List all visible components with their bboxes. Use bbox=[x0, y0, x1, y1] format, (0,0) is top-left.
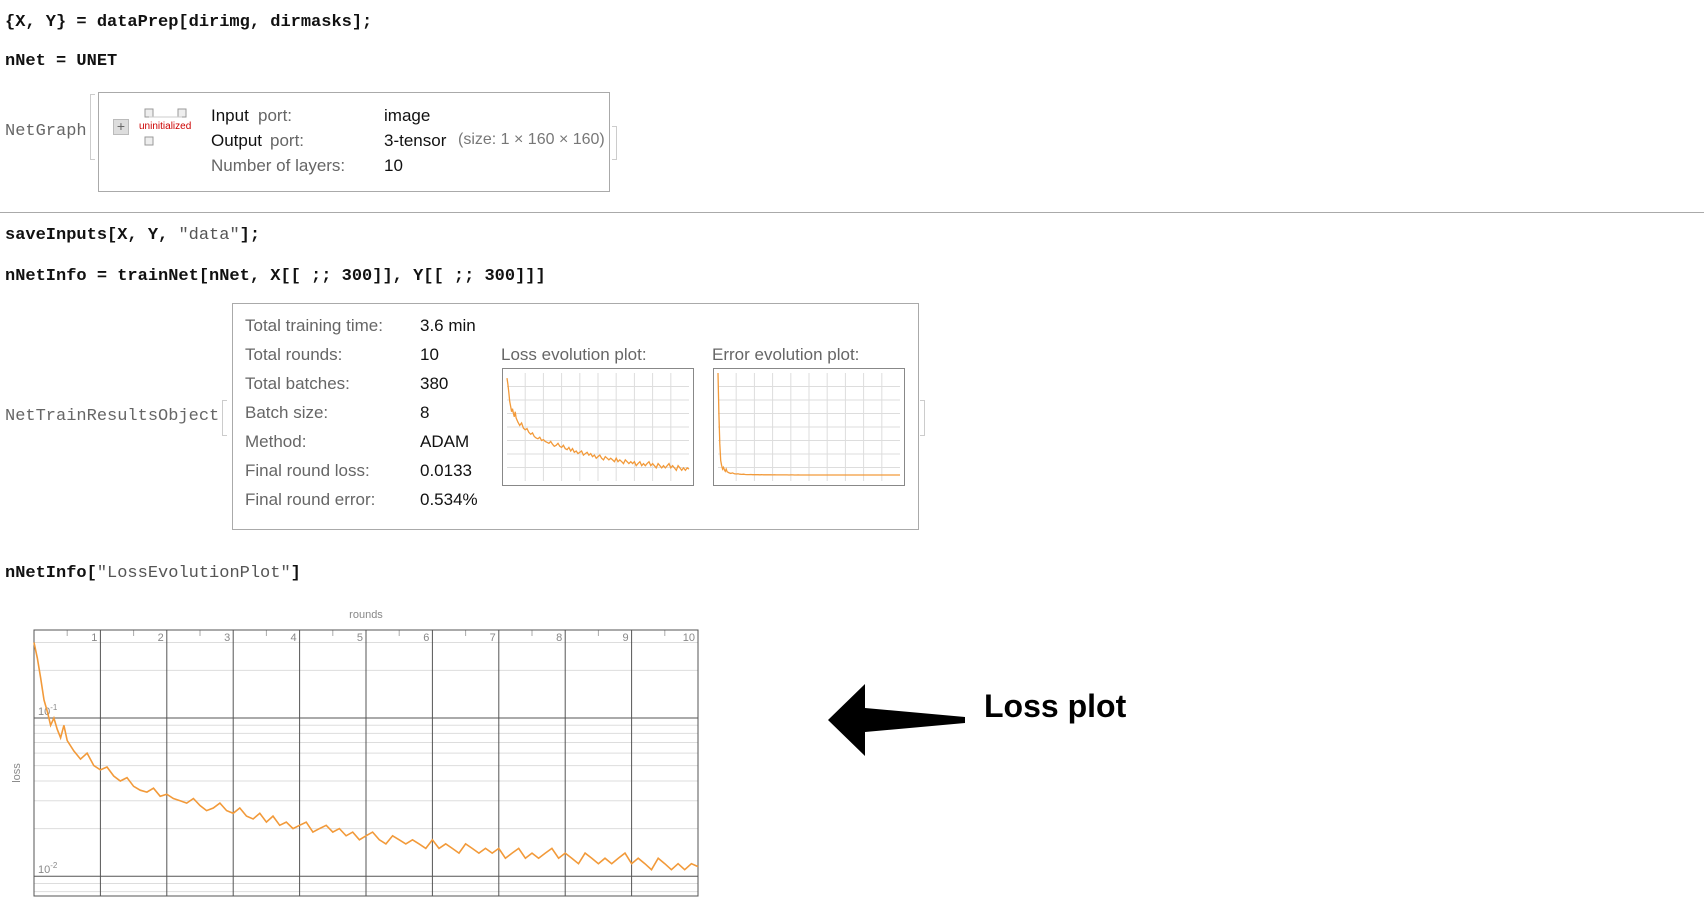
result-key: Total rounds: bbox=[245, 345, 343, 364]
input-cell-trainnet[interactable]: nNetInfo = trainNet[nNet, X[[ ;; 300]], … bbox=[5, 267, 546, 286]
result-value: ADAM bbox=[420, 432, 470, 451]
expand-icon[interactable]: + bbox=[113, 119, 129, 135]
open-bracket bbox=[90, 94, 95, 160]
cell-divider bbox=[0, 212, 1704, 213]
result-key: Final round loss: bbox=[245, 461, 370, 480]
x-tick-label: 1 bbox=[91, 632, 97, 644]
layers-value: 10 bbox=[384, 156, 403, 175]
output-port-key-suffix: port: bbox=[270, 131, 305, 150]
code-string: "LossEvolutionPlot" bbox=[96, 564, 291, 583]
result-key: Method: bbox=[245, 432, 307, 451]
result-key: Batch size: bbox=[245, 403, 329, 422]
result-value: 380 bbox=[420, 374, 449, 393]
error-plot-title: Error evolution plot: bbox=[712, 345, 860, 364]
output-port-key: Output bbox=[211, 131, 263, 150]
loss-series-line bbox=[33, 642, 699, 871]
x-tick-label: 6 bbox=[423, 632, 429, 644]
input-cell-lossplot[interactable]: nNetInfo["LossEvolutionPlot"] bbox=[5, 564, 301, 583]
close-bracket bbox=[920, 400, 925, 436]
result-value: 8 bbox=[420, 403, 430, 422]
close-bracket bbox=[612, 126, 617, 160]
result-value: 3.6 min bbox=[420, 316, 476, 335]
x-tick-label: 2 bbox=[158, 632, 164, 644]
x-tick-label: 5 bbox=[357, 632, 363, 644]
plot-frame bbox=[33, 629, 699, 897]
code-text: ] bbox=[290, 564, 301, 583]
layers-key: Number of layers: bbox=[211, 156, 346, 175]
uninitialized-badge: uninitialized bbox=[139, 121, 192, 132]
input-cell-dataprep[interactable]: {X, Y} = dataPrep[dirimg, dirmasks]; bbox=[5, 13, 373, 32]
code-text: saveInputs[X, Y, bbox=[5, 226, 179, 245]
x-tick-label: 4 bbox=[290, 632, 296, 644]
x-tick-label: 9 bbox=[622, 632, 628, 644]
input-port-key: Input bbox=[211, 106, 249, 125]
series-line bbox=[506, 378, 690, 472]
results-panel: Total training time: 3.6 min Total rounds:… bbox=[232, 303, 919, 530]
output-port-size-note: (size: 1 × 160 × 160) bbox=[458, 131, 605, 148]
open-bracket bbox=[222, 400, 227, 436]
input-port-value: image bbox=[384, 106, 431, 125]
input-cell-nnet[interactable]: nNet = UNET bbox=[5, 52, 118, 71]
results-label: NetTrainResultsObject bbox=[5, 407, 220, 426]
result-key: Total batches: bbox=[245, 374, 350, 393]
result-value: 0.534% bbox=[420, 490, 478, 509]
code-string: "data" bbox=[178, 226, 240, 245]
netgraph-panel: + uninitialized Input port: image Output… bbox=[98, 92, 610, 192]
input-cell-saveinputs[interactable]: saveInputs[X, Y, "data"]; bbox=[5, 226, 260, 245]
top-axis-label: rounds bbox=[349, 609, 383, 621]
netgraph-label: NetGraph bbox=[5, 122, 87, 141]
x-tick-label: 10 bbox=[683, 632, 695, 644]
x-tick-label: 7 bbox=[490, 632, 496, 644]
result-key: Final round error: bbox=[245, 490, 376, 509]
series-line bbox=[717, 372, 900, 476]
loss-thumbnail-plot[interactable] bbox=[502, 368, 694, 486]
x-tick-label: 3 bbox=[224, 632, 230, 644]
result-value: 10 bbox=[420, 345, 439, 364]
y-axis-label: loss bbox=[11, 763, 23, 783]
x-tick-label: 8 bbox=[556, 632, 562, 644]
result-value: 0.0133 bbox=[420, 461, 472, 480]
output-port-value: 3-tensor bbox=[384, 131, 447, 150]
result-key: Total training time: bbox=[245, 316, 383, 335]
y-tick-label: 10-2 bbox=[38, 861, 58, 876]
netgraph-preview-icon bbox=[144, 108, 187, 146]
arrow-left-icon bbox=[828, 684, 965, 756]
code-text: nNetInfo[ bbox=[5, 564, 97, 583]
error-thumbnail-plot[interactable] bbox=[713, 368, 905, 486]
input-port-key-suffix: port: bbox=[258, 106, 293, 125]
code-text: ]; bbox=[239, 226, 261, 245]
loss-plot-title: Loss evolution plot: bbox=[501, 345, 647, 364]
loss-plot-annotation: Loss plot bbox=[984, 688, 1127, 724]
